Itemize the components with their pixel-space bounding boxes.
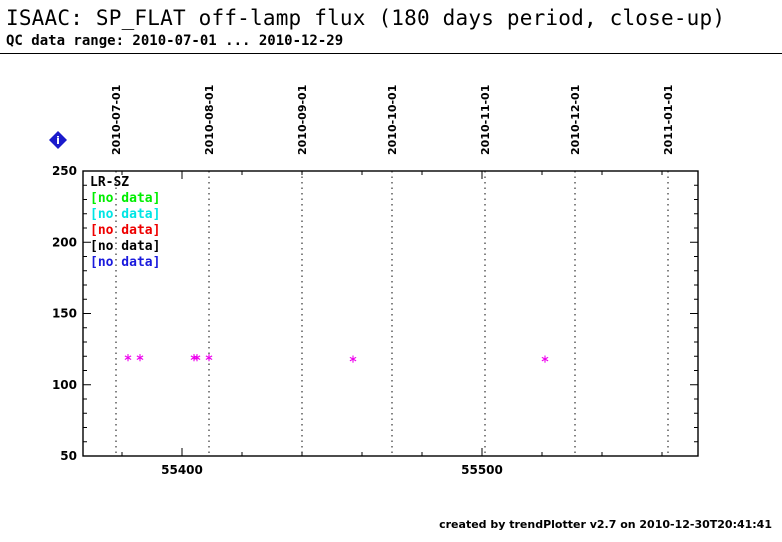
y-tick-label: 250: [52, 164, 77, 178]
legend-entry: LR-SZ: [90, 175, 129, 190]
page-title: ISAAC: SP_FLAT off-lamp flux (180 days p…: [6, 6, 726, 30]
legend-entry: [no data]: [90, 255, 160, 270]
y-tick-label: 50: [60, 449, 77, 463]
x-tick-label: 55500: [461, 463, 503, 477]
trend-chart: 2010-07-01 2010-08-01 2010-09-01 2010-10-01…: [49, 85, 699, 477]
legend-entry: [no data]: [90, 239, 160, 254]
data-point: [349, 355, 357, 363]
data-point: [136, 354, 144, 362]
date-label: 2011-01-01: [662, 85, 675, 155]
qc-data-range: QC data range: 2010-07-01 ... 2010-12-29: [6, 33, 344, 49]
info-icon[interactable]: [49, 131, 67, 149]
date-label: 2010-08-01: [203, 85, 216, 155]
data-point: [124, 354, 132, 362]
info-icon-glyph: i: [56, 134, 60, 147]
date-label: 2010-12-01: [569, 85, 582, 155]
date-label: 2010-09-01: [296, 85, 309, 155]
info-marker[interactable]: i: [49, 131, 67, 149]
date-grid-lines: [115, 171, 669, 456]
axis-ticks: [83, 170, 698, 457]
legend: LR-SZ[no data][no data][no data][no data…: [90, 175, 160, 270]
legend-entry: [no data]: [90, 207, 160, 222]
x-tick-labels: 55400 55500: [161, 463, 503, 477]
data-point: [205, 354, 213, 362]
data-point: [541, 355, 549, 363]
data-point: [193, 354, 201, 362]
y-tick-label: 100: [52, 378, 77, 392]
data-points: [124, 354, 549, 363]
legend-entry: [no data]: [90, 191, 160, 206]
y-tick-labels: 50 100 150 200 250: [52, 164, 77, 463]
date-label: 2010-10-01: [386, 85, 399, 155]
date-labels: 2010-07-01 2010-08-01 2010-09-01 2010-10-01…: [110, 85, 675, 155]
legend-entry: [no data]: [90, 223, 160, 238]
plot-frame: [82, 170, 699, 457]
x-tick-label: 55400: [161, 463, 203, 477]
y-tick-label: 150: [52, 307, 77, 321]
footer-credit: created by trendPlotter v2.7 on 2010-12-…: [439, 518, 772, 531]
date-label: 2010-07-01: [110, 85, 123, 155]
data-point: [190, 354, 198, 362]
date-label: 2010-11-01: [479, 85, 492, 155]
header-divider: [0, 53, 782, 54]
y-tick-label: 200: [52, 235, 77, 249]
